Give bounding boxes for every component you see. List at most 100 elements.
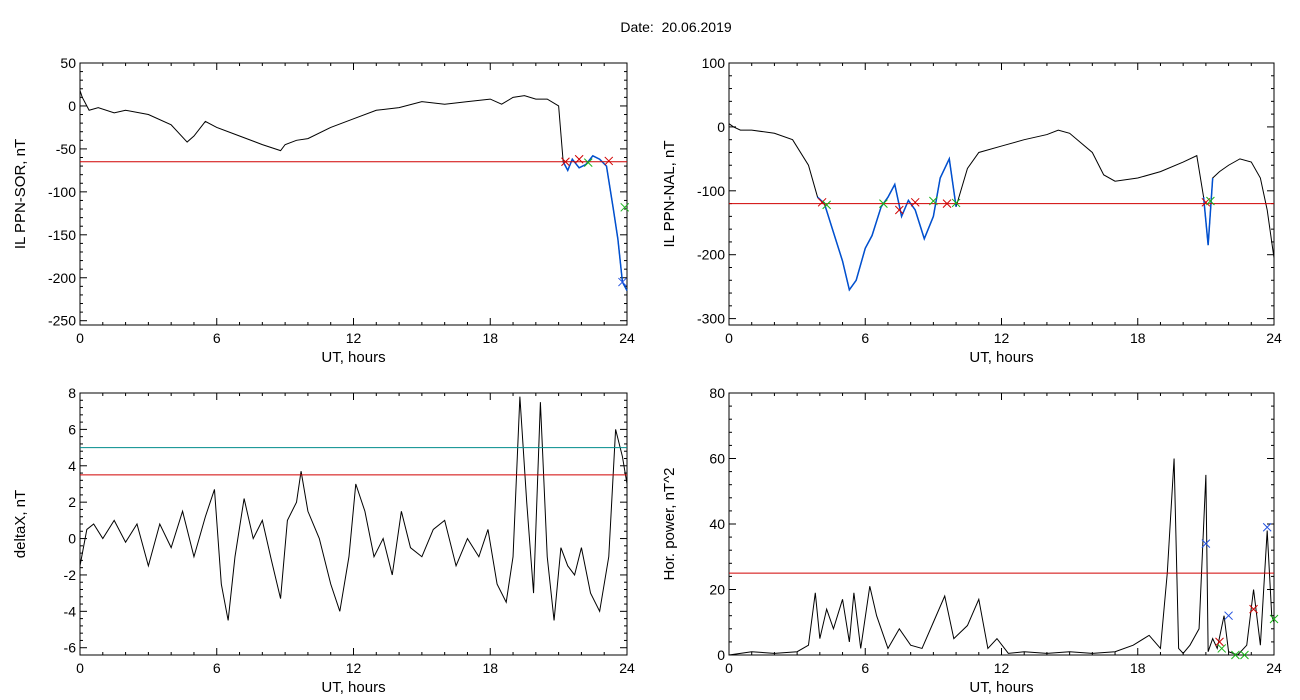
cross-marker-stroke: [817, 197, 827, 207]
cross-marker: [561, 157, 570, 167]
cross-marker: [879, 199, 888, 208]
data-series-line: [79, 90, 628, 291]
cross-marker-stroke: [910, 197, 920, 207]
plot-frame: [728, 62, 1275, 326]
x-tick-label: 18: [1130, 660, 1146, 676]
cross-marker: [1269, 614, 1279, 624]
y-tick-label: 50: [60, 55, 76, 71]
cross-marker: [817, 197, 827, 207]
highlight-series-line: [817, 156, 957, 292]
cross-marker: [1217, 644, 1227, 653]
y-tick-label: 8: [68, 385, 76, 401]
x-tick-label: 18: [1130, 330, 1146, 346]
y-tick-label: 0: [68, 531, 76, 547]
x-tick-label: 6: [213, 330, 221, 346]
x-tick-label: 6: [213, 660, 221, 676]
cross-marker: [583, 158, 593, 167]
panel-il-ppn-nal: 0 6 12 18 24 100 0 -100 -200 -300 UT, hours IL PPN-…: [661, 55, 1282, 366]
y-tick-label: -200: [697, 247, 725, 263]
cross-marker: [1224, 611, 1233, 621]
figure-date-title: Date: 20.06.2019: [620, 19, 732, 35]
cross-marker-stroke: [879, 199, 888, 208]
x-tick-label: 18: [482, 660, 498, 676]
cross-marker-stroke: [1240, 650, 1249, 660]
x-tick-label: 18: [482, 330, 498, 346]
cross-marker-stroke: [1201, 539, 1211, 549]
y-axis-label: IL PPN-NAL, nT: [661, 141, 678, 248]
cross-marker: [1240, 650, 1249, 660]
x-tick-label: 0: [76, 660, 84, 676]
y-tick-label: 0: [717, 119, 725, 135]
cross-marker-stroke: [951, 198, 961, 208]
y-tick-label: 100: [702, 55, 726, 71]
cross-marker: [822, 200, 831, 210]
y-tick-label: -4: [64, 603, 77, 619]
cross-marker-stroke: [620, 202, 630, 212]
data-series-line: [728, 123, 1275, 292]
data-series-line: [728, 458, 1275, 656]
cross-marker: [1262, 522, 1272, 532]
y-tick-label: -100: [697, 183, 725, 199]
cross-marker-stroke: [942, 199, 952, 208]
cross-marker-stroke: [1206, 196, 1215, 206]
x-tick-label: 12: [994, 660, 1010, 676]
cross-marker-stroke: [1217, 644, 1227, 653]
y-tick-label: 2: [68, 494, 76, 510]
cross-marker-stroke: [1224, 611, 1233, 621]
x-tick-label: 12: [994, 330, 1010, 346]
y-tick-label: 20: [709, 582, 725, 598]
cross-marker: [604, 156, 614, 166]
cross-marker: [942, 199, 952, 208]
data-series-line: [79, 396, 628, 621]
x-tick-label: 12: [346, 330, 362, 346]
cross-marker: [951, 198, 961, 208]
cross-marker-stroke: [618, 277, 627, 287]
x-tick-label: 12: [346, 660, 362, 676]
cross-marker: [620, 202, 630, 212]
x-tick-label: 24: [619, 660, 635, 676]
x-axis-label: UT, hours: [321, 349, 385, 366]
x-tick-label: 24: [1266, 330, 1282, 346]
cross-marker: [910, 197, 920, 207]
y-tick-label: 0: [717, 647, 725, 663]
y-axis-label: Hor. power, nT^2: [661, 468, 678, 581]
cross-marker-stroke: [894, 205, 904, 215]
x-tick-label: 6: [861, 330, 869, 346]
cross-marker: [1206, 196, 1215, 206]
y-tick-label: -6: [64, 640, 77, 656]
cross-marker: [1249, 604, 1258, 614]
y-tick-label: -200: [48, 270, 76, 286]
cross-marker-stroke: [604, 156, 614, 166]
y-axis-label: deltaX, nT: [12, 490, 29, 558]
cross-marker-stroke: [1249, 604, 1258, 614]
highlight-series-line: [562, 154, 628, 291]
x-tick-label: 0: [725, 330, 733, 346]
y-tick-label: 6: [68, 421, 76, 437]
cross-marker: [1231, 650, 1240, 660]
plot-frame: [728, 392, 1275, 656]
cross-marker-stroke: [1215, 637, 1224, 647]
x-tick-label: 24: [1266, 660, 1282, 676]
x-tick-label: 0: [725, 660, 733, 676]
y-tick-label: 80: [709, 385, 725, 401]
cross-marker: [1201, 539, 1211, 549]
plot-frame: [79, 392, 628, 656]
y-tick-label: -100: [48, 184, 76, 200]
cross-marker-stroke: [1231, 650, 1240, 660]
x-tick-label: 0: [76, 330, 84, 346]
y-tick-label: -250: [48, 313, 76, 329]
y-tick-label: -150: [48, 227, 76, 243]
cross-marker: [894, 205, 904, 215]
y-tick-label: 40: [709, 516, 725, 532]
highlight-series-line: [1202, 177, 1214, 246]
x-axis-label: UT, hours: [969, 349, 1033, 366]
cross-marker: [574, 154, 584, 164]
cross-marker-stroke: [1269, 614, 1279, 624]
cross-marker: [929, 196, 938, 206]
x-axis-label: UT, hours: [969, 679, 1033, 696]
cross-marker: [1215, 637, 1224, 647]
x-tick-label: 6: [861, 660, 869, 676]
cross-marker-stroke: [574, 154, 584, 164]
y-tick-label: 60: [709, 451, 725, 467]
